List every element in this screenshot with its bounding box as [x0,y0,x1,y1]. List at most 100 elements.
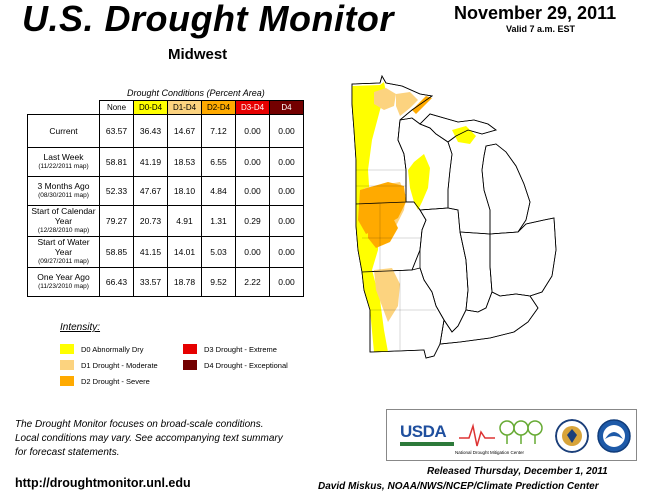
table-cell: 0.00 [269,176,304,206]
row-label: Start of Calendar Year (12/28/2010 map) [27,205,100,237]
row-label-text: One Year Ago [37,272,90,282]
usda-wordmark: USDA [400,422,447,441]
legend-item-d1: D1 Drought - Moderate [60,360,158,370]
table-cell: 63.57 [99,114,134,148]
table-cell: 7.12 [201,114,236,148]
noaa-seal-icon [597,419,631,453]
usda-logo: USDA [400,422,454,446]
col-header: D3-D4 [235,100,270,115]
release-date: Released Thursday, December 1, 2011 [427,466,608,477]
table-cell: 6.55 [201,147,236,177]
table-cell: 14.01 [167,236,202,268]
map-date: November 29, 2011 [454,3,617,23]
d2-iowa-south [368,216,398,248]
author-credit: David Miskus, NOAA/NWS/NCEP/Climate Pred… [318,481,599,492]
col-header: D4 [269,100,304,115]
legend-label: D2 Drought - Severe [81,376,150,386]
ndmc-label: National Drought Mitigation Center [455,450,525,455]
row-label: One Year Ago (11/23/2010 map) [27,267,100,297]
table-cell: 4.91 [167,205,202,237]
legend-swatch [60,344,74,354]
table-cell: 0.00 [235,176,270,206]
table-cell: 4.84 [201,176,236,206]
d1-north-mn [374,88,396,110]
legend-item-d2: D2 Drought - Severe [60,376,150,386]
table-cell: 0.00 [269,236,304,268]
table-cell: 9.52 [201,267,236,297]
row-label-sub: (09/27/2011 map) [38,258,89,265]
d1-missouri [374,268,400,322]
table-cell: 0.29 [235,205,270,237]
row-label-sub: (11/23/2010 map) [38,283,89,290]
commerce-seal-icon [555,419,589,453]
col-header: D2-D4 [201,100,236,115]
table-caption: Drought Conditions (Percent Area) [127,88,265,98]
table-row: 3 Months Ago (08/30/2011 map) 52.33 47.67 18… [27,176,304,206]
row-label-sub: (11/22/2011 map) [38,163,89,170]
table-cell: 47.67 [133,176,168,206]
row-label-text: Current [49,126,78,136]
usda-bar [400,442,454,446]
row-label: 3 Months Ago (08/30/2011 map) [27,176,100,206]
row-label-text: Start of Calendar Year [31,206,96,226]
d0-wisconsin [408,154,430,210]
partner-logos: USDA National Drought Mitigation Center [386,409,637,461]
d1-mn-east [396,92,418,116]
drought-map [351,74,557,359]
table-cell: 79.27 [99,205,134,237]
legend-swatch [183,344,197,354]
table-cell: 0.00 [269,114,304,148]
table-cell: 58.85 [99,236,134,268]
col-header: D0-D4 [133,100,168,115]
table-header-row: None D0-D4 D1-D4 D2-D4 D3-D4 D4 [27,100,304,115]
table-cell: 36.43 [133,114,168,148]
row-label: Current [27,114,100,148]
row-label-text: 3 Months Ago [37,181,90,191]
table-cell: 0.00 [269,205,304,237]
table-row: One Year Ago (11/23/2010 map) 66.43 33.57 18… [27,267,304,297]
legend-swatch [60,360,74,370]
table-corner [27,100,100,115]
legend-item-d3: D3 Drought - Extreme [183,344,277,354]
table-cell: 18.53 [167,147,202,177]
legend-label: D0 Abnormally Dry [81,344,144,354]
valid-time: Valid 7 a.m. EST [506,24,576,34]
table-cell: 0.00 [269,267,304,297]
row-label-sub: (08/30/2011 map) [38,192,89,199]
footnote-line: for forecast statements. [15,447,120,458]
footnote-line: Local conditions may vary. See accompany… [15,433,283,444]
page-title: U.S. Drought Monitor [22,0,394,39]
table-cell: 0.00 [269,147,304,177]
region-name: Midwest [168,46,228,63]
row-label-text: Start of Water Year [37,237,90,257]
table-cell: 18.10 [167,176,202,206]
state-borders [351,74,557,359]
col-header: D1-D4 [167,100,202,115]
legend-title: Intensity: [60,322,101,333]
ndmc-tree-icon [459,420,543,447]
county-lines [356,169,436,350]
table-cell: 33.57 [133,267,168,297]
table-cell: 5.03 [201,236,236,268]
table-cell: 14.67 [167,114,202,148]
row-label-sub: (12/28/2010 map) [37,227,90,234]
table-cell: 0.00 [235,147,270,177]
legend-label: D3 Drought - Extreme [204,344,277,354]
legend-label: D1 Drought - Moderate [81,360,158,370]
table-row: Last Week (11/22/2011 map) 58.81 41.19 18.53… [27,147,304,177]
legend-item-d4: D4 Drought - Exceptional [183,360,288,370]
table-cell: 20.73 [133,205,168,237]
drought-conditions-table: None D0-D4 D1-D4 D2-D4 D3-D4 D4 Current 6… [27,100,304,297]
table-cell: 41.19 [133,147,168,177]
table-cell: 52.33 [99,176,134,206]
ndmc-logo: National Drought Mitigation Center [455,416,545,460]
table-cell: 0.00 [235,114,270,148]
table-cell: 0.00 [235,236,270,268]
table-cell: 41.15 [133,236,168,268]
website-link[interactable]: http://droughtmonitor.unl.edu [15,476,191,490]
d2-arrowhead [412,96,432,114]
table-row: Start of Calendar Year (12/28/2010 map) 79… [27,205,304,237]
legend-swatch [183,360,197,370]
table-cell: 1.31 [201,205,236,237]
row-label: Last Week (11/22/2011 map) [27,147,100,177]
